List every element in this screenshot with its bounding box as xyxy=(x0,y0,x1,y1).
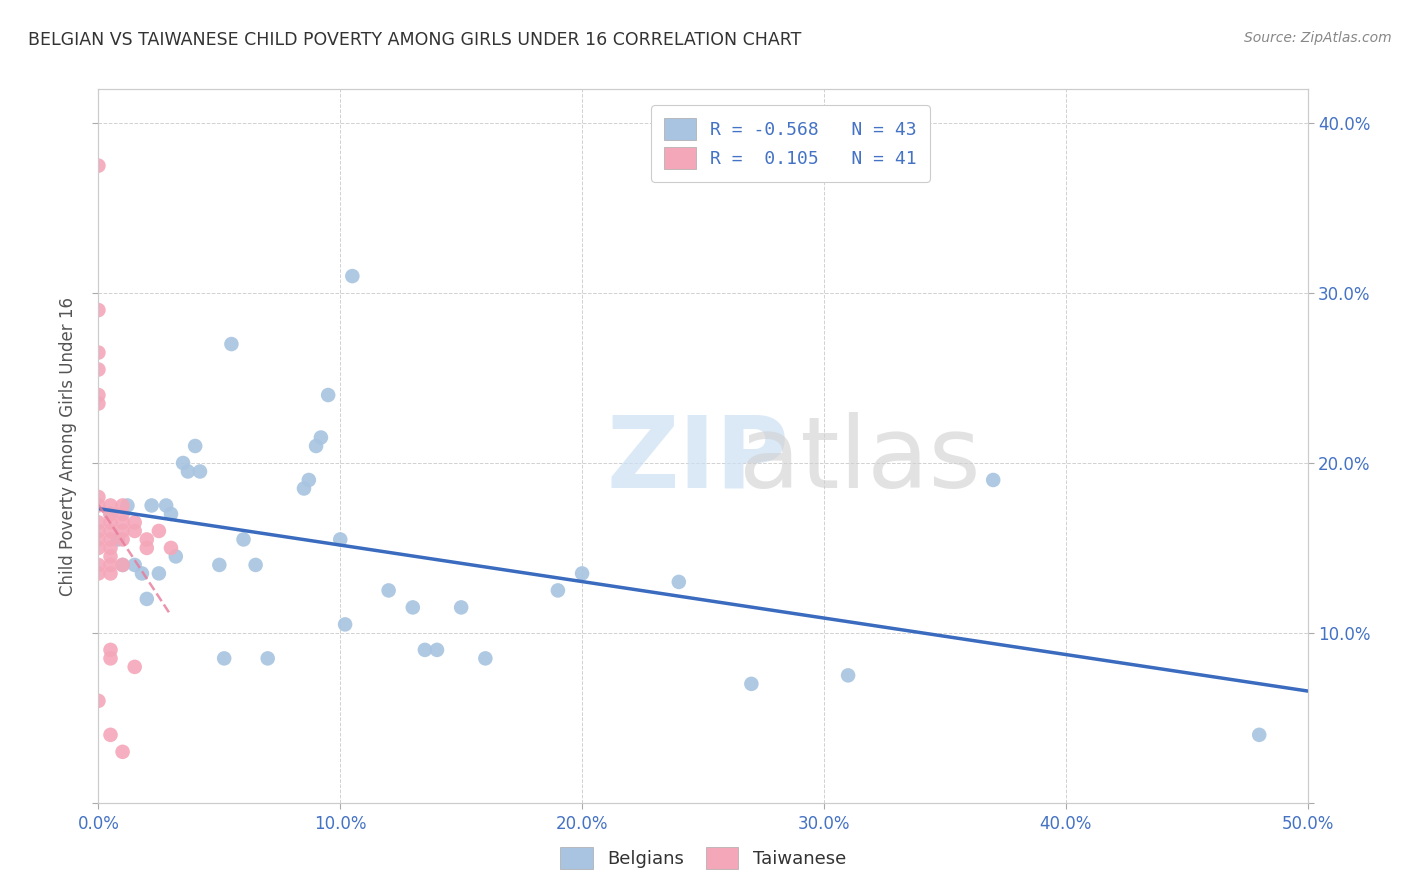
Point xyxy=(426,643,449,657)
Point xyxy=(87,541,110,555)
Point xyxy=(333,617,356,632)
Point xyxy=(160,541,183,555)
Point xyxy=(309,430,332,444)
Point xyxy=(402,600,425,615)
Point xyxy=(111,745,134,759)
Point xyxy=(740,677,762,691)
Point xyxy=(87,533,110,547)
Point xyxy=(135,591,157,606)
Point xyxy=(87,524,110,538)
Point xyxy=(100,566,122,581)
Point xyxy=(329,533,352,547)
Point xyxy=(232,533,254,547)
Point xyxy=(342,269,364,284)
Point xyxy=(316,388,339,402)
Point xyxy=(111,499,134,513)
Point xyxy=(141,499,163,513)
Point xyxy=(131,566,153,581)
Point xyxy=(837,668,859,682)
Point xyxy=(245,558,267,572)
Point xyxy=(100,549,122,564)
Point xyxy=(135,541,157,555)
Point xyxy=(413,643,436,657)
Text: BELGIAN VS TAIWANESE CHILD POVERTY AMONG GIRLS UNDER 16 CORRELATION CHART: BELGIAN VS TAIWANESE CHILD POVERTY AMONG… xyxy=(28,31,801,49)
Point xyxy=(87,490,110,504)
Point xyxy=(212,651,235,665)
Text: Source: ZipAtlas.com: Source: ZipAtlas.com xyxy=(1244,31,1392,45)
Point xyxy=(571,566,593,581)
Point xyxy=(87,159,110,173)
Point xyxy=(474,651,496,665)
Point xyxy=(100,499,122,513)
Point xyxy=(87,558,110,572)
Point xyxy=(172,456,194,470)
Point xyxy=(107,533,129,547)
Point xyxy=(87,694,110,708)
Point xyxy=(87,516,110,530)
Point xyxy=(87,303,110,318)
Point xyxy=(111,524,134,538)
Point xyxy=(1249,728,1271,742)
Point xyxy=(547,583,569,598)
Point xyxy=(87,362,110,376)
Legend: Belgians, Taiwanese: Belgians, Taiwanese xyxy=(553,839,853,876)
Point xyxy=(155,499,177,513)
Point xyxy=(668,574,690,589)
Point xyxy=(305,439,328,453)
Point xyxy=(208,558,231,572)
Point xyxy=(135,533,157,547)
Point xyxy=(111,507,134,521)
Point xyxy=(292,482,315,496)
Point xyxy=(87,499,110,513)
Point xyxy=(117,499,139,513)
Point xyxy=(160,507,183,521)
Point xyxy=(100,516,122,530)
Point xyxy=(177,465,200,479)
Point xyxy=(100,507,122,521)
Point xyxy=(100,541,122,555)
Point xyxy=(87,566,110,581)
Point xyxy=(188,465,211,479)
Point xyxy=(124,558,146,572)
Point xyxy=(124,660,146,674)
Point xyxy=(981,473,1004,487)
Point xyxy=(450,600,472,615)
Point xyxy=(100,533,122,547)
Point xyxy=(124,524,146,538)
Point xyxy=(100,558,122,572)
Point xyxy=(87,345,110,359)
Text: ZIP: ZIP xyxy=(606,412,789,508)
Point xyxy=(221,337,243,351)
Text: atlas: atlas xyxy=(740,412,981,508)
Point xyxy=(100,507,122,521)
Point xyxy=(148,566,170,581)
Point xyxy=(87,396,110,410)
Point xyxy=(148,524,170,538)
Point xyxy=(124,516,146,530)
Point xyxy=(256,651,278,665)
Point xyxy=(87,388,110,402)
Point xyxy=(100,651,122,665)
Y-axis label: Child Poverty Among Girls Under 16: Child Poverty Among Girls Under 16 xyxy=(59,296,77,596)
Point xyxy=(298,473,321,487)
Point xyxy=(100,728,122,742)
Point xyxy=(111,558,134,572)
Point xyxy=(111,533,134,547)
Point xyxy=(184,439,207,453)
Point xyxy=(377,583,399,598)
Point xyxy=(165,549,187,564)
Point xyxy=(111,516,134,530)
Point xyxy=(111,558,134,572)
Point xyxy=(100,524,122,538)
Point xyxy=(100,643,122,657)
